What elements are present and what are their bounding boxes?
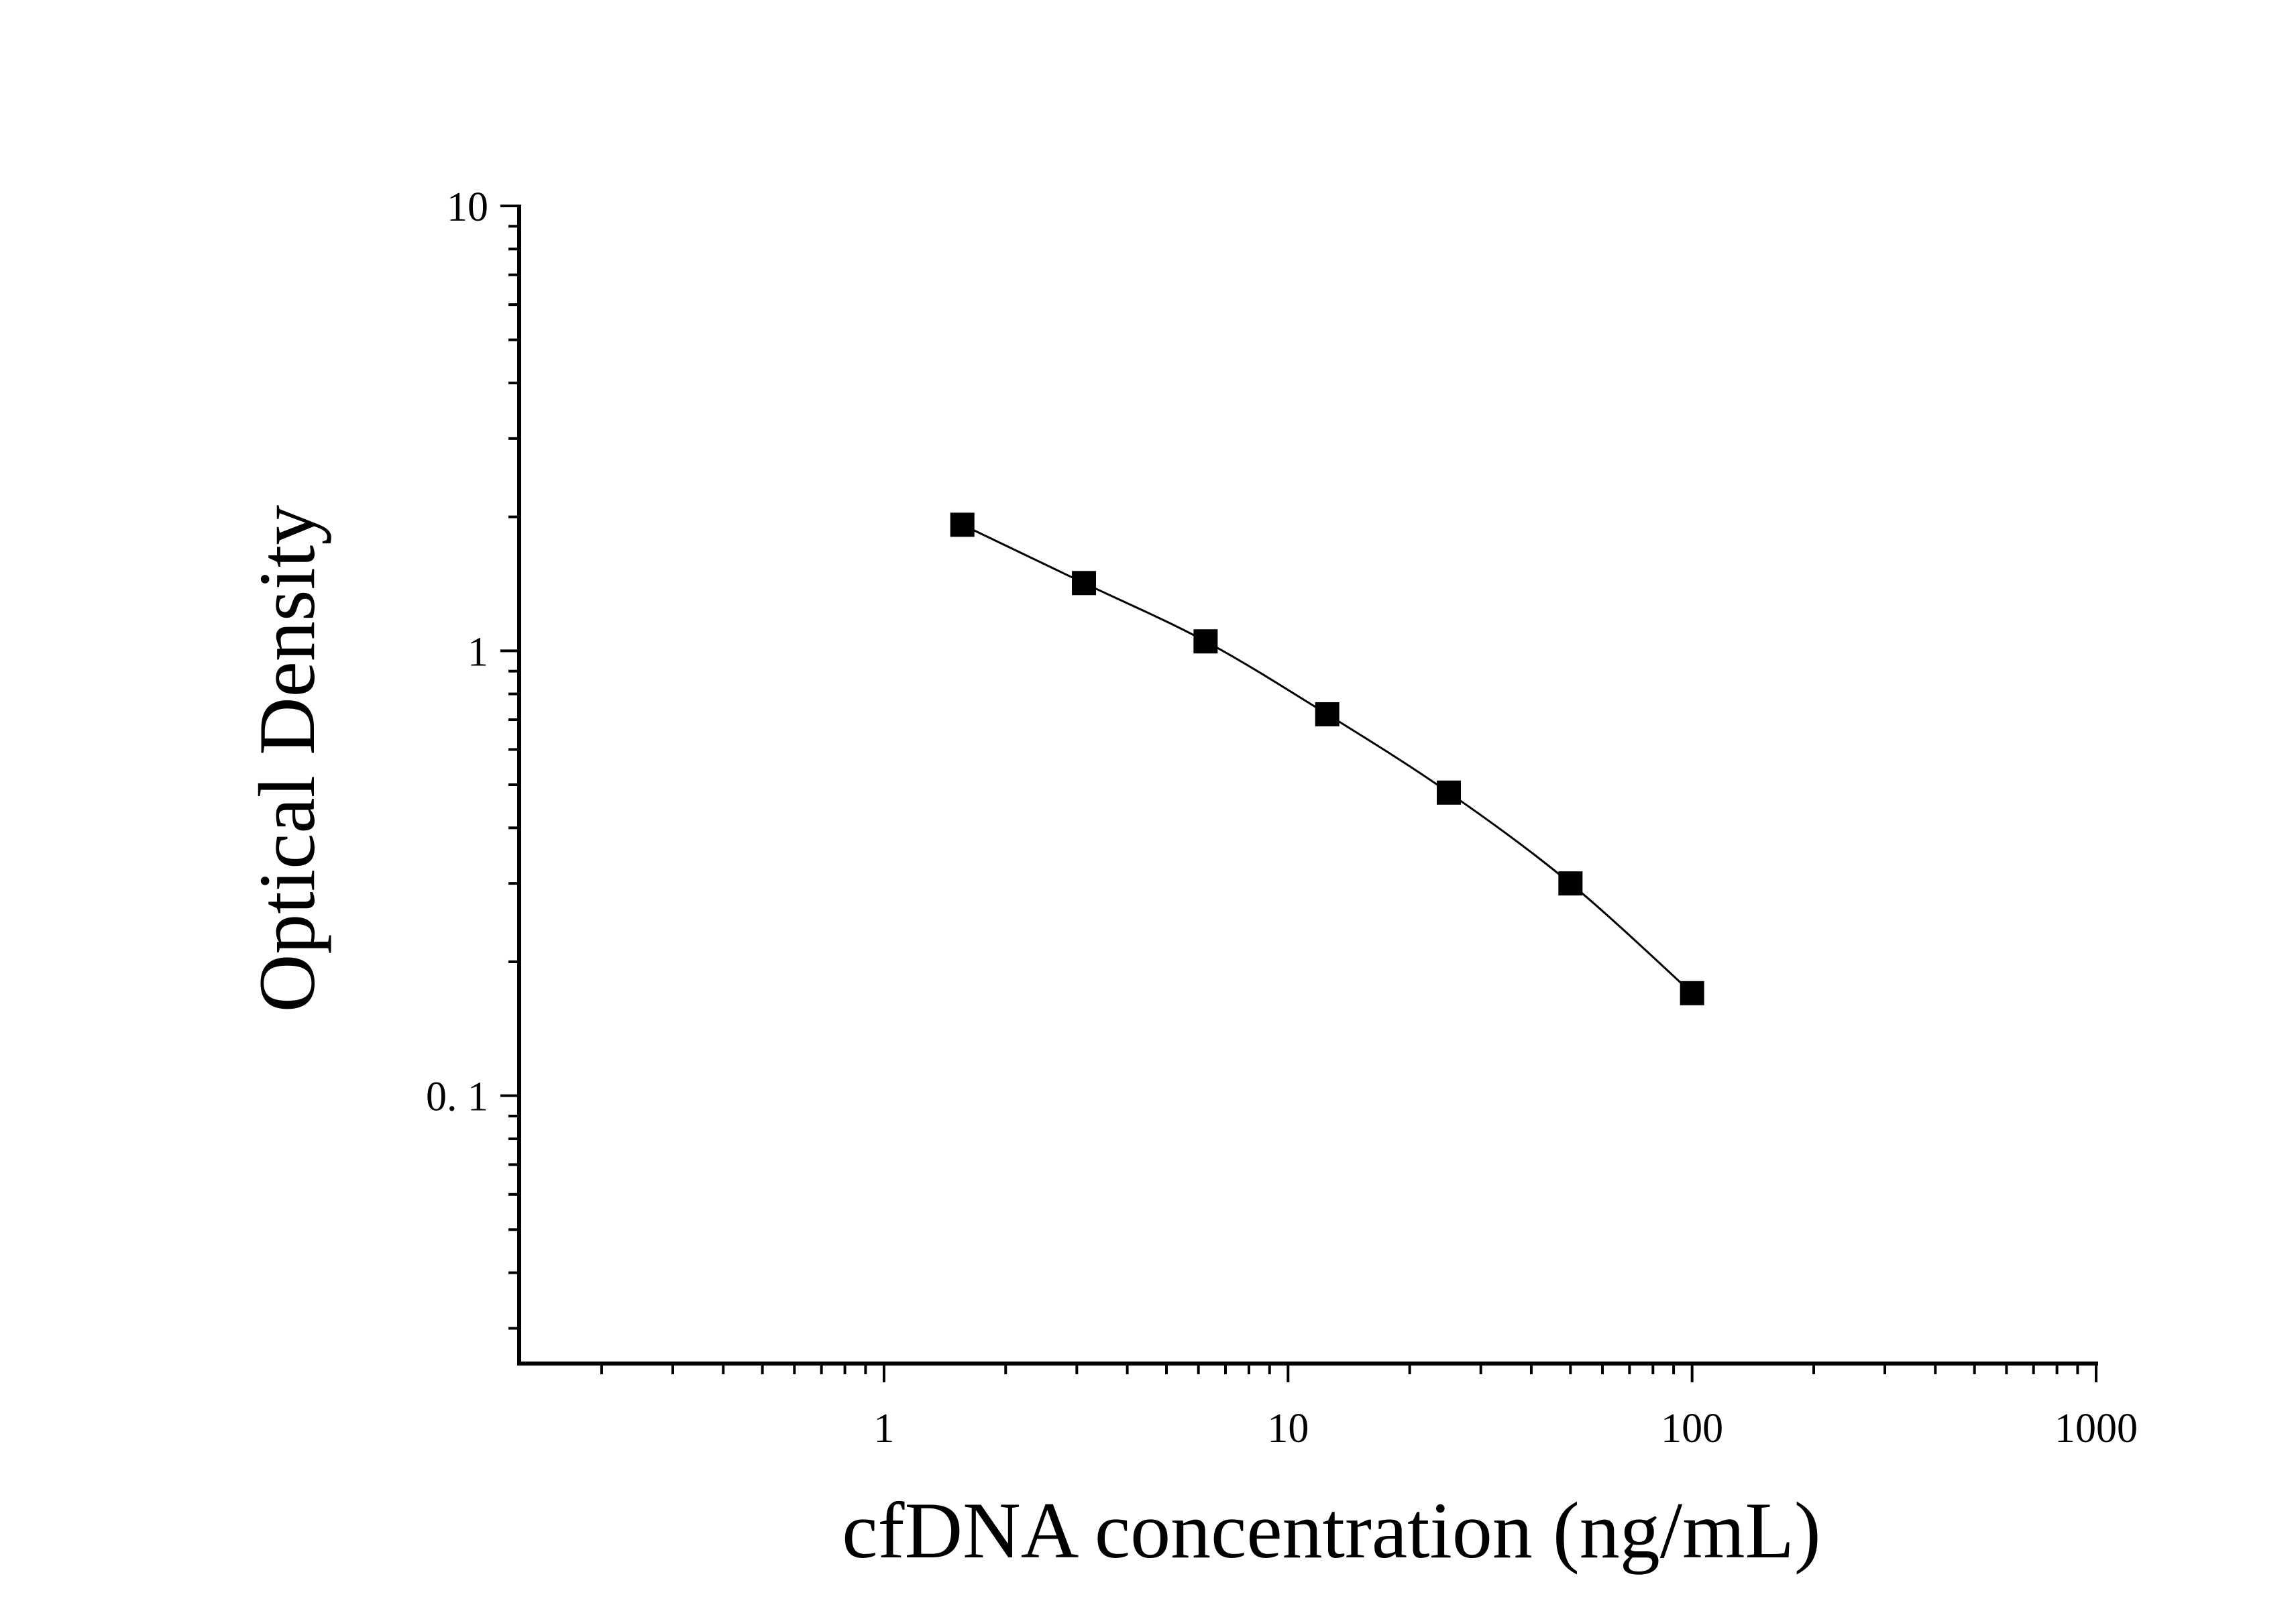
axes (500, 205, 2098, 1382)
y-tick-label: 10 (447, 184, 488, 230)
data-point (1680, 981, 1704, 1005)
data-points (950, 512, 1704, 1005)
x-tick-label: 100 (1661, 1406, 1723, 1451)
y-tick-label: 1 (468, 629, 488, 675)
data-point (1437, 780, 1462, 805)
y-tick-label: 0. 1 (426, 1074, 488, 1120)
data-point (1315, 702, 1340, 726)
data-point (1072, 571, 1097, 596)
x-tick-label: 1 (873, 1406, 894, 1451)
x-tick-label: 1000 (2055, 1406, 2138, 1451)
y-axis-title: Optical Density (242, 505, 331, 1013)
curve-line (962, 524, 1693, 994)
x-axis-title: cfDNA concentration (ng/mL) (842, 1486, 1821, 1575)
data-point (1193, 629, 1218, 654)
data-point (1558, 871, 1583, 896)
tick-labels: 1 10 100 1000 0. 1 1 10 (426, 184, 2138, 1451)
x-tick-label: 10 (1267, 1406, 1309, 1451)
fitted-curve (962, 524, 1693, 994)
data-point (950, 512, 975, 537)
